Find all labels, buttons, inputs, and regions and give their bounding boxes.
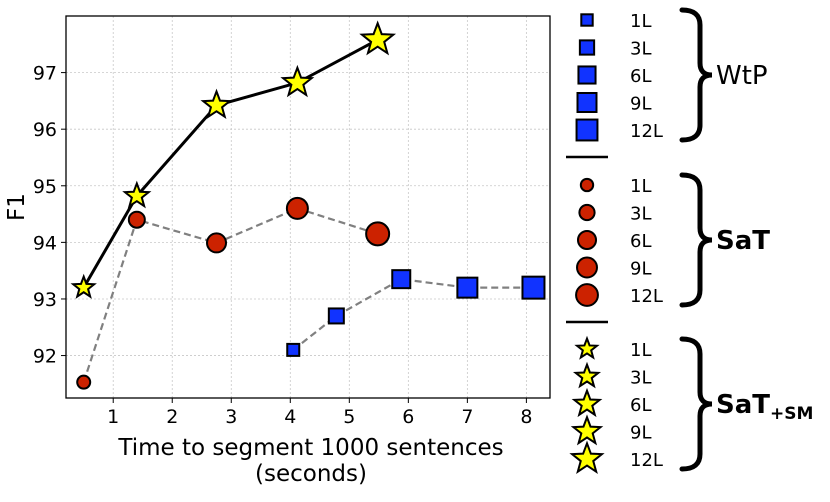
data-point [70,273,97,299]
legend-group-label: SaT [716,226,770,256]
y-axis-label: F1 [4,193,30,221]
legend-entry-label: 1L [630,340,651,361]
legend-entry-label: 6L [630,395,651,416]
legend-marker [572,361,602,389]
legend-marker [570,414,604,446]
y-tick-label: 94 [33,232,57,254]
legend-marker [579,177,595,193]
legend-marker [580,13,594,27]
legend-entry-label: 12L [630,286,663,307]
legend-marker [578,39,596,56]
data-point [206,232,228,254]
data-point [200,88,233,120]
legend: 1L 3L 6L 9L 12L WtP 1L 3L 6L 9L 12L SaT 1L 3L 6L 9L 12L S… [566,7,813,474]
y-tick-label: 97 [33,63,57,85]
legend-marker [575,118,599,142]
x-axis-label-line1: Time to segment 1000 sentences [117,435,503,461]
x-tick-label: 5 [343,406,355,428]
data-point [285,196,309,220]
x-tick-label: 1 [107,406,119,428]
x-tick-label: 7 [461,406,473,428]
legend-entry-label: 9L [630,259,651,280]
legend-group-label: WtP [716,61,768,91]
legend-entry-label: 3L [630,204,651,225]
legend-entry-label: 6L [630,231,651,252]
legend-entry-label: 9L [630,94,651,115]
data-point [127,210,146,229]
x-tick-label: 4 [284,406,296,428]
legend-marker [576,229,598,251]
legend-entry-label: 12L [630,450,663,471]
series [70,20,546,390]
x-tick-label: 6 [402,406,414,428]
plot-area [65,15,551,399]
legend-marker [575,283,599,307]
legend-entry-label: 9L [630,423,651,444]
x-tick-label: 3 [225,406,237,428]
legend-brace [679,336,713,472]
data-point [76,374,92,390]
y-tick-label: 93 [33,289,57,311]
legend-entry-label: 1L [630,11,651,32]
x-axis-label-line2: (seconds) [255,461,367,487]
series-line [292,278,534,351]
legend-entry-label: 3L [630,368,651,389]
legend-marker [574,335,600,360]
data-point [359,20,397,56]
data-point [327,307,345,325]
legend-entry-label: 6L [630,66,651,87]
y-tick-label: 92 [33,346,57,368]
y-tick-label: 96 [33,119,57,141]
legend-group-label: SaT+SM [716,390,813,424]
y-tick-label: 95 [33,176,57,198]
data-point [391,269,412,290]
legend-marker [569,440,605,474]
data-point [365,221,391,247]
legend-entry-label: 12L [630,121,663,142]
legend-entry-label: 3L [630,39,651,60]
x-tick-label: 8 [520,406,532,428]
legend-brace [679,172,713,308]
data-point [122,180,152,209]
legend-entry-label: 1L [630,176,651,197]
legend-marker [577,65,597,85]
legend-brace [679,7,713,143]
data-point [521,275,546,300]
series-line [82,207,378,383]
data-point [286,342,301,357]
axis-ticks: 1 2 3 4 5 6 7 8 92 93 94 95 96 97 [33,63,533,428]
legend-marker [578,203,596,222]
data-point [280,64,315,98]
x-tick-label: 2 [166,406,178,428]
legend-marker [571,387,603,418]
legend-marker [576,92,598,113]
legend-marker [576,256,598,279]
data-point [456,276,479,299]
